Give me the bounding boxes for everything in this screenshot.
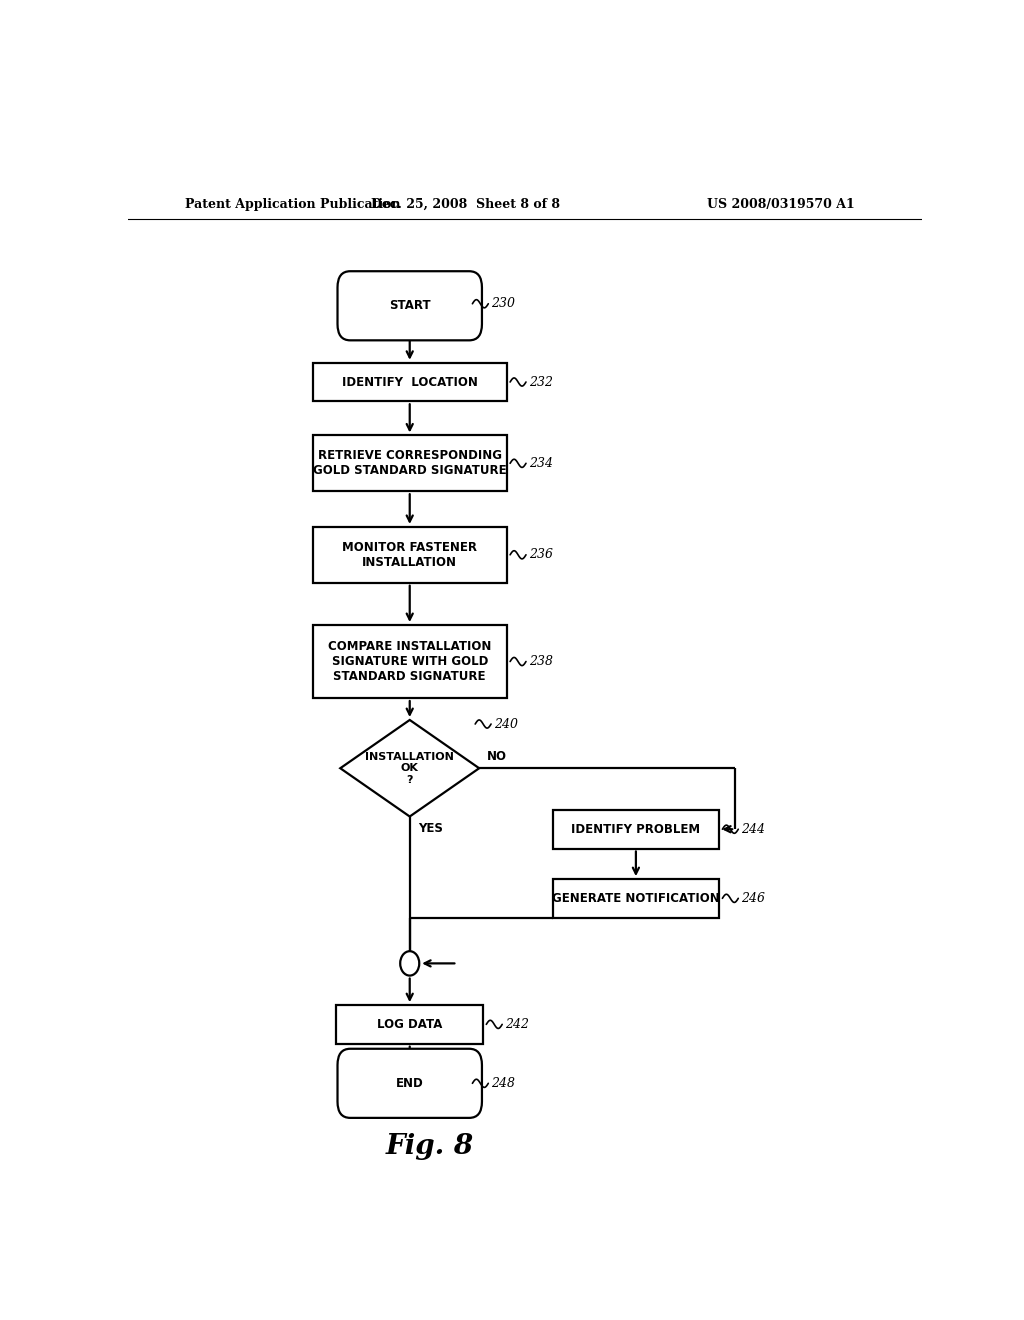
Bar [312,624,507,698]
Text: LOG DATA: LOG DATA [377,1018,442,1031]
Text: US 2008/0319570 A1: US 2008/0319570 A1 [708,198,855,211]
Bar [553,879,719,917]
Bar [336,1005,483,1044]
Text: INSTALLATION
OK
?: INSTALLATION OK ? [366,751,455,785]
Text: IDENTIFY PROBLEM: IDENTIFY PROBLEM [571,822,700,836]
Text: 230: 230 [492,297,515,310]
Text: RETRIEVE CORRESPONDING
GOLD STANDARD SIGNATURE: RETRIEVE CORRESPONDING GOLD STANDARD SIG… [313,449,507,478]
Text: Dec. 25, 2008  Sheet 8 of 8: Dec. 25, 2008 Sheet 8 of 8 [371,198,560,211]
Text: IDENTIFY  LOCATION: IDENTIFY LOCATION [342,375,477,388]
Bar [553,810,719,849]
Circle shape [400,952,419,975]
Text: 234: 234 [529,457,553,470]
Text: END: END [396,1077,424,1090]
Text: MONITOR FASTENER
INSTALLATION: MONITOR FASTENER INSTALLATION [342,541,477,569]
Text: 246: 246 [741,892,766,904]
Text: Fig. 8: Fig. 8 [385,1133,474,1160]
Text: YES: YES [418,822,442,836]
FancyBboxPatch shape [338,271,482,341]
Text: START: START [389,300,430,313]
Bar [312,363,507,401]
Text: Patent Application Publication: Patent Application Publication [185,198,400,211]
Text: 236: 236 [529,548,553,561]
Text: NO: NO [487,750,507,763]
Text: COMPARE INSTALLATION
SIGNATURE WITH GOLD
STANDARD SIGNATURE: COMPARE INSTALLATION SIGNATURE WITH GOLD… [328,640,492,682]
Text: GENERATE NOTIFICATION: GENERATE NOTIFICATION [552,892,720,904]
Text: 242: 242 [506,1018,529,1031]
FancyBboxPatch shape [338,1049,482,1118]
Bar [312,527,507,582]
Text: 238: 238 [529,655,553,668]
Text: 248: 248 [492,1077,515,1090]
Bar [312,436,507,491]
Text: 244: 244 [741,822,766,836]
Text: 232: 232 [529,375,553,388]
Polygon shape [340,719,479,817]
Text: 240: 240 [495,718,518,730]
